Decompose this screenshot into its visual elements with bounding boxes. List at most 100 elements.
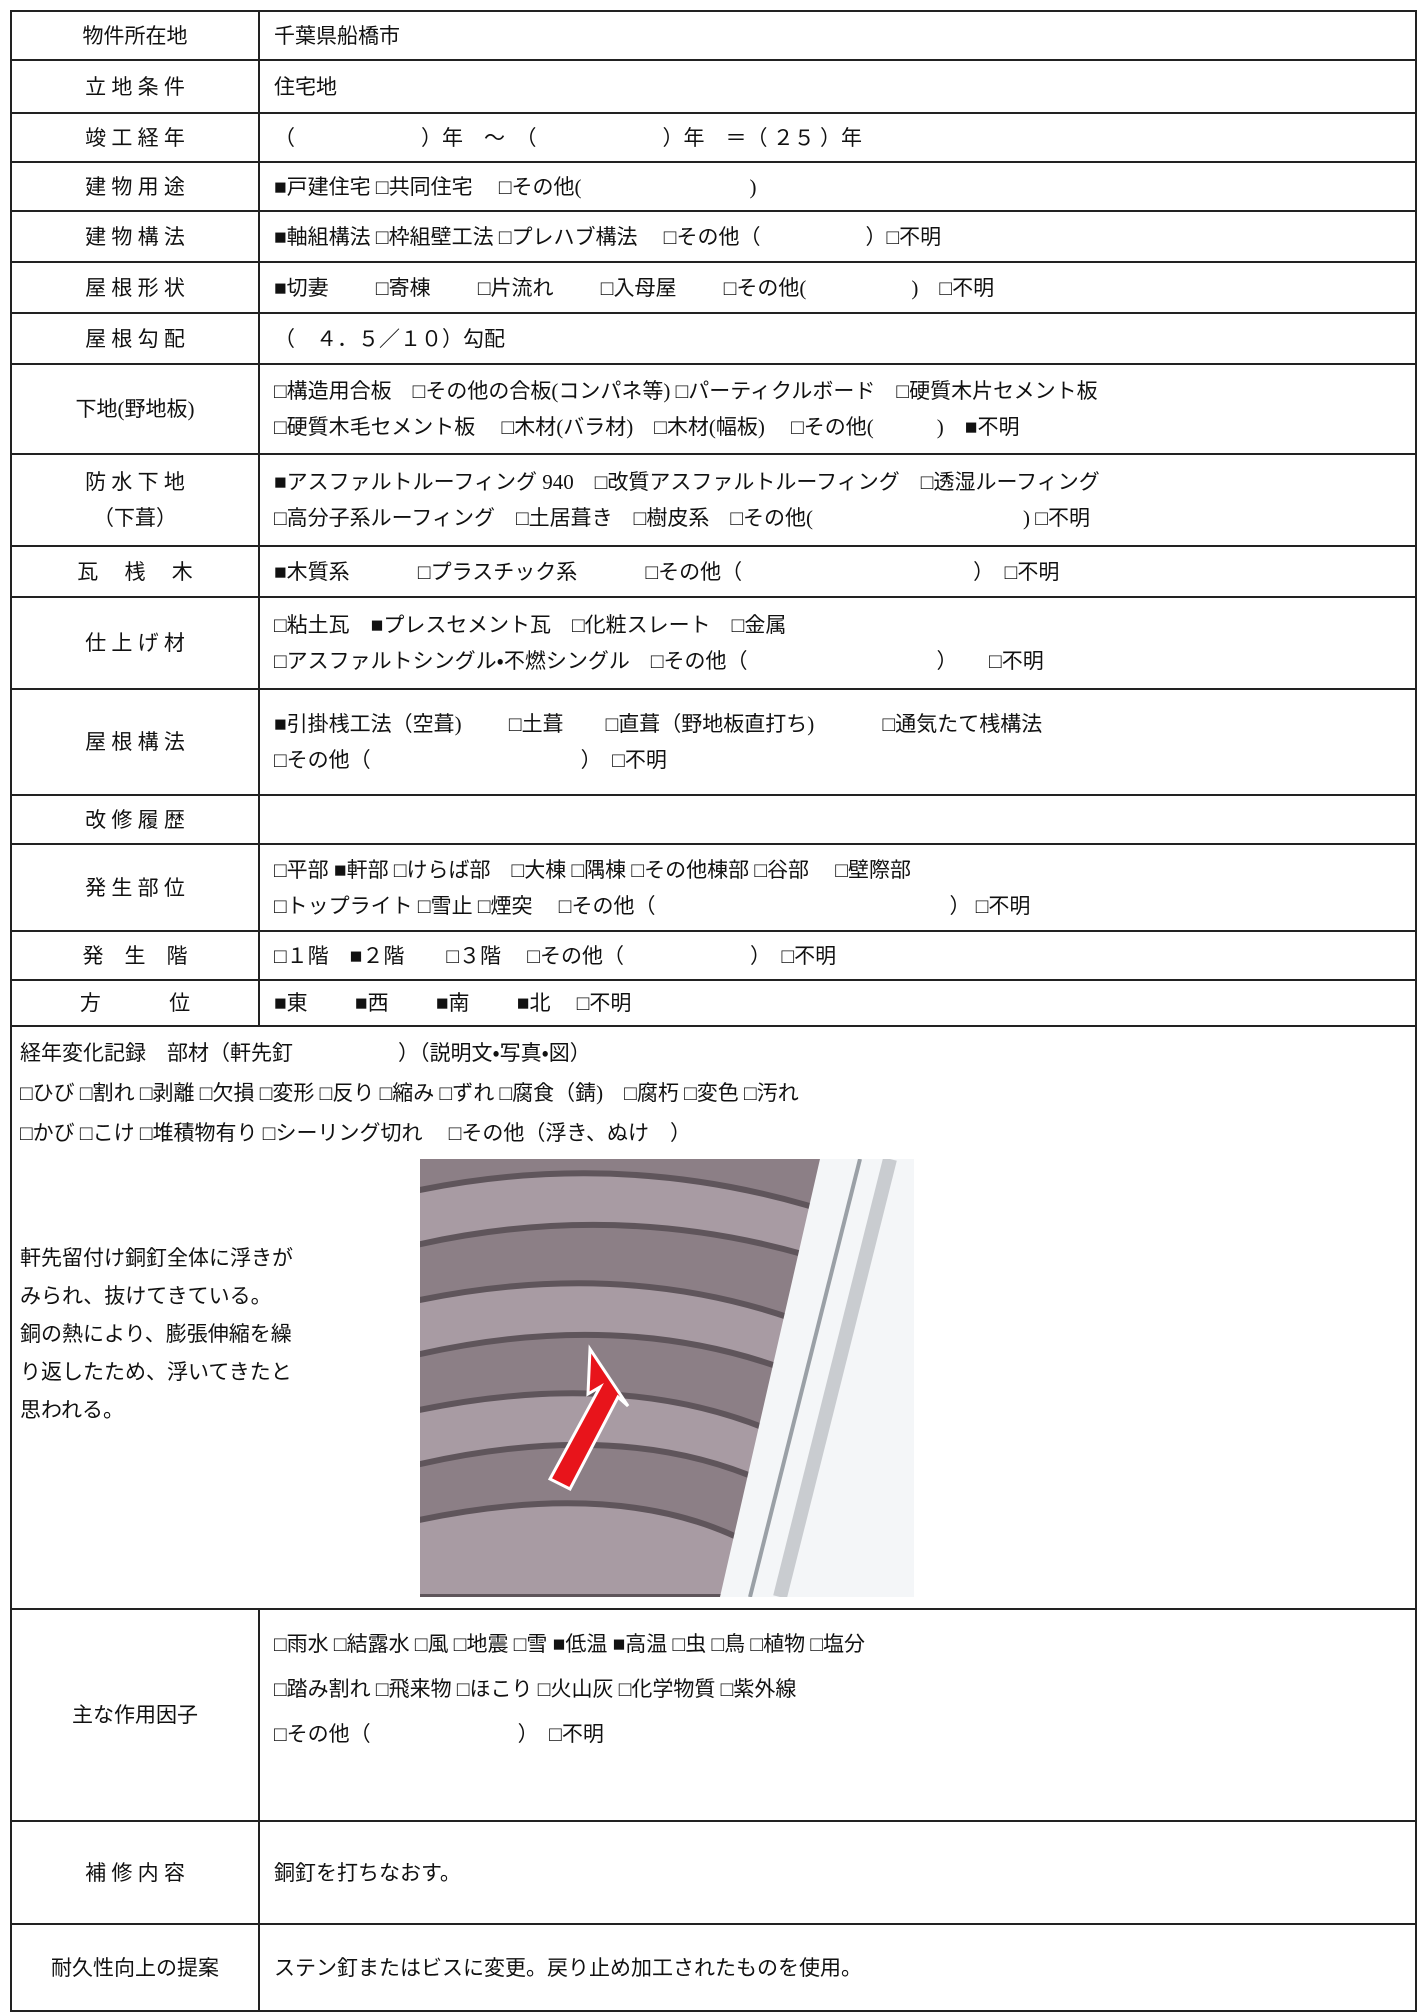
value-text: □アスファルトシングル・不燃シングル □その他（ ） □不明	[274, 649, 1044, 673]
row-value: □平部 ■軒部 □けらば部 □大棟 □隅棟 □その他棟部 □谷部 □壁際部 □トッ…	[258, 843, 1417, 932]
label-text: 建 物 構 法	[85, 224, 185, 249]
row-label: 竣 工 経 年	[10, 112, 260, 163]
description-line: 思われる。	[20, 1398, 124, 1422]
row-label: 立 地 条 件	[10, 59, 260, 114]
value-text: ステン釘またはビスに変更。戻り止め加工されたものを使用。	[274, 1955, 862, 1980]
label-text: 主な作用因子	[72, 1703, 198, 1727]
value-text: □構造用合板 □その他の合板(コンパネ等) □パーティクルボード □硬質木片セメ…	[274, 379, 1098, 403]
row-value: 銅釘を打ちなおす。	[258, 1820, 1417, 1925]
row-label: 仕 上 げ 材	[10, 596, 260, 690]
row-label: 方 位	[10, 979, 260, 1027]
row-value: 千葉県船橋市	[258, 10, 1417, 61]
row-value: □雨水 □結露水 □風 □地震 □雪 ■低温 ■高温 □虫 □鳥 □植物 □塩分…	[258, 1608, 1417, 1822]
form-row: 発 生 部 位 □平部 ■軒部 □けらば部 □大棟 □隅棟 □その他棟部 □谷部 …	[10, 843, 1417, 932]
record-row: 経年変化記録 部材（軒先釘 ）（説明文・写真・図） □ひび □割れ □剥離 □欠損…	[10, 1025, 1417, 1610]
value-text: □高分子系ルーフィング □土居葺き □樹皮系 □その他( ) □不明	[274, 506, 1090, 530]
label-text: 建 物 用 途	[85, 174, 185, 199]
row-label: 耐久性向上の提案	[10, 1923, 260, 2012]
row-value: ■引掛桟工法（空葺) □土葺 □直葺（野地板直打ち) □通気たて桟構法 □その他（…	[258, 688, 1417, 796]
row-label: 防 水 下 地 （下葺）	[10, 453, 260, 547]
label-text: 屋 根 形 状	[85, 275, 185, 300]
value-text: 住宅地	[274, 74, 337, 99]
row-value: ■軸組構法 □枠組壁工法 □プレハブ構法 □その他（ ）□不明	[258, 210, 1417, 263]
form-row: 防 水 下 地 （下葺） ■アスファルトルーフィング 940 □改質アスファルトルー…	[10, 453, 1417, 547]
row-value: 住宅地	[258, 59, 1417, 114]
row-value: ■木質系 □プラスチック系 □その他（ ） □不明	[258, 545, 1417, 598]
label-text: 仕 上 げ 材	[85, 631, 185, 655]
value-text: ■木質系 □プラスチック系 □その他（ ） □不明	[274, 559, 1060, 584]
form-row: 屋 根 勾 配 （ ４．５／１０）勾配	[10, 312, 1417, 365]
value-text: □１階 ■２階 □３階 □その他（ ） □不明	[274, 943, 837, 968]
row-label: 屋 根 構 法	[10, 688, 260, 796]
check-line: □かび □こけ □堆積物有り □シーリング切れ □その他（浮き、ぬけ ）	[20, 1121, 691, 1145]
form-row: 建 物 用 途 ■戸建住宅 □共同住宅 □その他( )	[10, 161, 1417, 212]
value-text: 千葉県船橋市	[274, 23, 400, 48]
form-row: 瓦 桟 木 ■木質系 □プラスチック系 □その他（ ） □不明	[10, 545, 1417, 598]
record-title: 経年変化記録 部材（軒先釘 ）（説明文・写真・図）	[20, 1041, 591, 1065]
value-text: ■軸組構法 □枠組壁工法 □プレハブ構法 □その他（ ）□不明	[274, 224, 942, 249]
record-cell: 経年変化記録 部材（軒先釘 ）（説明文・写真・図） □ひび □割れ □剥離 □欠損…	[10, 1025, 1417, 1610]
row-label: 発 生 部 位	[10, 843, 260, 932]
description-line: みられ、抜けてきている。	[20, 1284, 272, 1308]
label-text: 補 修 内 容	[85, 1860, 185, 1885]
row-label: 物件所在地	[10, 10, 260, 61]
form-row: 下地(野地板) □構造用合板 □その他の合板(コンパネ等) □パーティクルボード …	[10, 363, 1417, 455]
value-text: ■戸建住宅 □共同住宅 □その他( )	[274, 174, 757, 199]
label-text: 改 修 履 歴	[85, 807, 185, 832]
value-text: □トップライト □雪止 □煙突 □その他（ ） □不明	[274, 893, 1031, 918]
label-text: 屋 根 勾 配	[85, 326, 185, 351]
roof-photo	[420, 1159, 914, 1597]
form-row: 建 物 構 法 ■軸組構法 □枠組壁工法 □プレハブ構法 □その他（ ）□不明	[10, 210, 1417, 263]
value-text: □平部 ■軒部 □けらば部 □大棟 □隅棟 □その他棟部 □谷部 □壁際部	[274, 857, 911, 882]
form-row: 屋 根 形 状 ■切妻 □寄棟 □片流れ □入母屋 □その他( ) □不明	[10, 261, 1417, 314]
label-text: 発 生 階	[82, 943, 188, 968]
value-text: 銅釘を打ちなおす。	[274, 1860, 461, 1885]
check-line: □ひび □割れ □剥離 □欠損 □変形 □反り □縮み □ずれ □腐食（錆) □…	[20, 1081, 799, 1105]
form-row: 方 位 ■東 ■西 ■南 ■北 □不明	[10, 979, 1417, 1027]
row-value: □粘土瓦 ■プレスセメント瓦 □化粧スレート □金属 □アスファルトシングル・不燃…	[258, 596, 1417, 690]
description-line: 銅の熱により、膨張伸縮を繰	[20, 1322, 292, 1346]
row-label: 建 物 構 法	[10, 210, 260, 263]
record-description: 軒先留付け銅釘全体に浮きが みられ、抜けてきている。 銅の熱により、膨張伸縮を繰 り返…	[20, 1159, 420, 1597]
value-text: ■アスファルトルーフィング 940 □改質アスファルトルーフィング □透湿ルーフ…	[274, 470, 1100, 494]
label-text: 防 水 下 地	[85, 470, 185, 494]
form-row: 補 修 内 容 銅釘を打ちなおす。	[10, 1820, 1417, 1925]
row-value: （ ４．５／１０）勾配	[258, 312, 1417, 365]
row-label: 補 修 内 容	[10, 1820, 260, 1925]
row-label: 屋 根 形 状	[10, 261, 260, 314]
value-text: ■東 ■西 ■南 ■北 □不明	[274, 991, 632, 1015]
record-body: 軒先留付け銅釘全体に浮きが みられ、抜けてきている。 銅の熱により、膨張伸縮を繰 り返…	[20, 1159, 1407, 1597]
row-label: 建 物 用 途	[10, 161, 260, 212]
value-text: □踏み割れ □飛来物 □ほこり □火山灰 □化学物質 □紫外線	[274, 1677, 797, 1701]
label-text: 発 生 部 位	[85, 875, 185, 900]
description-line: 軒先留付け銅釘全体に浮きが	[20, 1246, 293, 1270]
value-text: □その他（ ） □不明	[274, 1722, 604, 1746]
description-line: り返したため、浮いてきたと	[20, 1360, 292, 1384]
form-row: 主な作用因子 □雨水 □結露水 □風 □地震 □雪 ■低温 ■高温 □虫 □鳥 □…	[10, 1608, 1417, 1822]
value-text: ■切妻 □寄棟 □片流れ □入母屋 □その他( ) □不明	[274, 275, 995, 300]
value-text: （ ４．５／１０）勾配	[274, 326, 505, 351]
row-value: ■アスファルトルーフィング 940 □改質アスファルトルーフィング □透湿ルーフ…	[258, 453, 1417, 547]
row-label: 主な作用因子	[10, 1608, 260, 1822]
form-row: 竣 工 経 年 （ ）年 ～ （ ）年 ＝（ ２５ ）年	[10, 112, 1417, 163]
row-value	[258, 794, 1417, 845]
value-text: □雨水 □結露水 □風 □地震 □雪 ■低温 ■高温 □虫 □鳥 □植物 □塩分	[274, 1632, 866, 1656]
label-text: 下地(野地板)	[75, 397, 195, 421]
row-label: 瓦 桟 木	[10, 545, 260, 598]
form-row: 物件所在地 千葉県船橋市	[10, 10, 1417, 61]
row-value: ステン釘またはビスに変更。戻り止め加工されたものを使用。	[258, 1923, 1417, 2012]
form-row: 仕 上 げ 材 □粘土瓦 ■プレスセメント瓦 □化粧スレート □金属 □アスファルト…	[10, 596, 1417, 690]
label-text: （下葺）	[93, 506, 177, 530]
label-text: 物件所在地	[82, 23, 188, 48]
value-text: □粘土瓦 ■プレスセメント瓦 □化粧スレート □金属	[274, 613, 787, 637]
value-text: □その他（ ） □不明	[274, 748, 667, 772]
label-text: 立 地 条 件	[85, 74, 185, 99]
value-text: ■引掛桟工法（空葺) □土葺 □直葺（野地板直打ち) □通気たて桟構法	[274, 712, 1043, 736]
form-row: 立 地 条 件 住宅地	[10, 59, 1417, 114]
form-row: 耐久性向上の提案 ステン釘またはビスに変更。戻り止め加工されたものを使用。	[10, 1923, 1417, 2012]
label-text: 瓦 桟 木	[77, 559, 193, 584]
form-table: 物件所在地 千葉県船橋市立 地 条 件 住宅地竣 工 経 年 （ ）年 ～ （ ）年 …	[10, 10, 1417, 2012]
label-text: 耐久性向上の提案	[51, 1955, 219, 1980]
row-label: 改 修 履 歴	[10, 794, 260, 845]
row-value: （ ）年 ～ （ ）年 ＝（ ２５ ）年	[258, 112, 1417, 163]
